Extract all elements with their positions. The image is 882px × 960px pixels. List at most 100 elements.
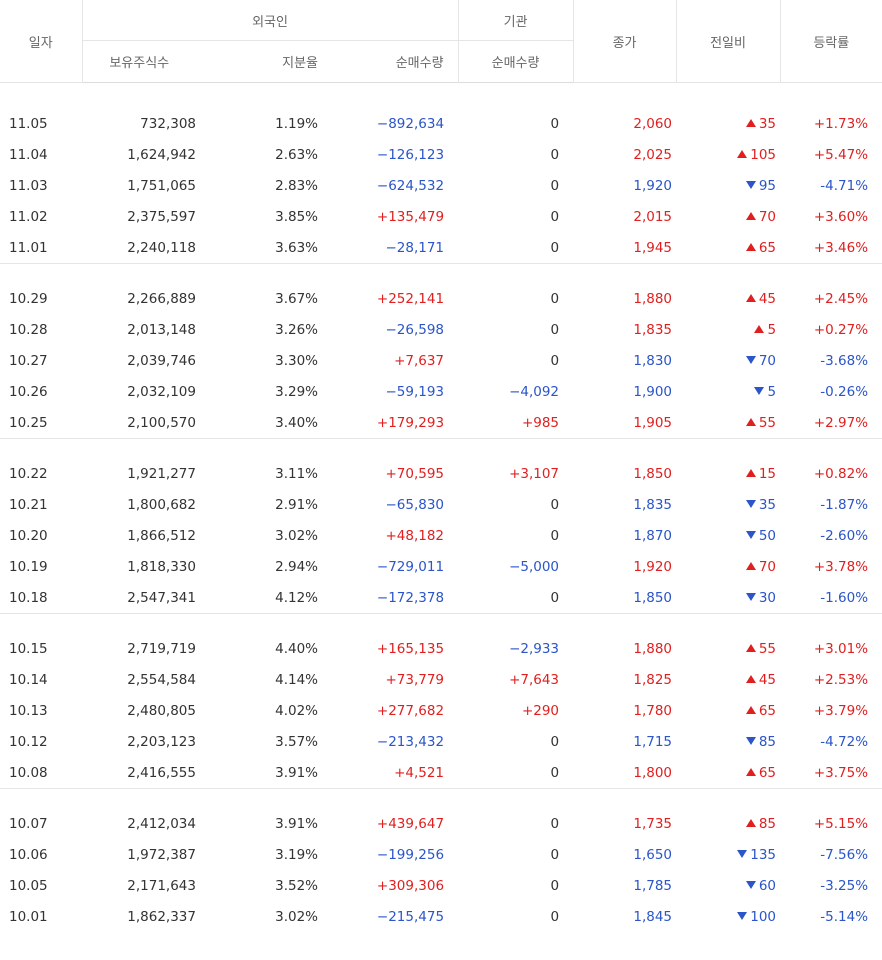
row-institution-net: 0	[550, 764, 560, 781]
row-share: 3.26%	[275, 321, 318, 338]
row-foreign-net: −126,123	[376, 146, 445, 163]
table-row: 10.29 2,266,889 3.67% +252,141 0 1,880 45 +2.45…	[0, 283, 882, 314]
row-close: 1,920	[633, 558, 673, 575]
row-date: 10.05	[9, 877, 48, 894]
row-share: 2.83%	[275, 177, 318, 194]
row-foreign-net: −59,193	[385, 383, 445, 400]
row-close: 1,835	[633, 496, 673, 513]
triangle-down-icon	[745, 355, 756, 364]
row-rate: +2.45%	[813, 290, 869, 307]
row-change-value: 15	[758, 465, 777, 482]
row-change-value: 45	[758, 671, 777, 688]
triangle-up-icon	[745, 211, 756, 220]
header-date: 일자	[0, 0, 82, 83]
table-row: 10.15 2,719,719 4.40% +165,135 −2,933 1,880 55…	[0, 633, 882, 664]
table-row: 10.07 2,412,034 3.91% +439,647 0 1,735 85 +5.15…	[0, 808, 882, 839]
row-foreign-net: +277,682	[376, 702, 445, 719]
row-share: 4.14%	[275, 671, 318, 688]
row-share: 4.12%	[275, 589, 318, 606]
row-institution-net: 0	[550, 321, 560, 338]
row-holdings: 2,266,889	[127, 290, 196, 307]
row-date: 11.04	[9, 146, 48, 163]
row-rate: -4.72%	[820, 733, 869, 750]
row-share: 3.63%	[275, 239, 318, 256]
row-share: 3.11%	[275, 465, 318, 482]
row-change: 65	[676, 757, 780, 789]
row-date: 10.28	[9, 321, 48, 338]
row-close: 1,920	[633, 177, 673, 194]
row-holdings: 1,800,682	[127, 496, 196, 513]
row-date: 10.01	[9, 908, 48, 925]
header-institution-net: 순매수량	[457, 40, 574, 83]
row-institution-net: 0	[550, 146, 560, 163]
row-change: 85	[676, 808, 780, 839]
row-holdings: 2,240,118	[127, 239, 196, 256]
row-holdings: 2,547,341	[127, 589, 196, 606]
table-row: 11.04 1,624,942 2.63% −126,123 0 2,025 105 +5.4…	[0, 139, 882, 170]
row-rate: +3.46%	[813, 239, 869, 256]
row-date: 10.21	[9, 496, 48, 513]
triangle-down-icon	[737, 911, 748, 920]
row-close: 1,830	[633, 352, 673, 369]
row-share: 3.40%	[275, 414, 318, 431]
row-rate: +5.15%	[813, 815, 869, 832]
row-date: 10.27	[9, 352, 48, 369]
row-date: 10.26	[9, 383, 48, 400]
triangle-down-icon	[745, 592, 756, 601]
row-close: 1,850	[633, 465, 673, 482]
row-foreign-net: +48,182	[385, 527, 445, 544]
row-date: 11.01	[9, 239, 48, 256]
row-holdings: 732,308	[140, 115, 196, 132]
row-foreign-net: +309,306	[376, 877, 445, 894]
row-date: 10.13	[9, 702, 48, 719]
row-institution-net: 0	[550, 177, 560, 194]
row-holdings: 1,818,330	[127, 558, 196, 575]
row-close: 1,900	[633, 383, 673, 400]
row-foreign-net: −199,256	[376, 846, 445, 863]
row-change-value: 100	[750, 908, 777, 925]
row-change: 35	[676, 489, 780, 520]
row-share: 3.02%	[275, 527, 318, 544]
row-change: 55	[676, 633, 780, 664]
header-change: 전일비	[675, 0, 781, 83]
row-share: 2.94%	[275, 558, 318, 575]
row-holdings: 2,480,805	[127, 702, 196, 719]
row-change: 135	[676, 839, 780, 870]
header-close: 종가	[572, 0, 677, 83]
row-share: 3.91%	[275, 764, 318, 781]
row-close: 2,025	[633, 146, 673, 163]
row-date: 10.19	[9, 558, 48, 575]
row-change: 35	[676, 108, 780, 139]
row-holdings: 1,866,512	[127, 527, 196, 544]
table-row: 10.28 2,013,148 3.26% −26,598 0 1,835 5 +0.27%	[0, 314, 882, 345]
row-change-value: 85	[758, 815, 777, 832]
table-row: 10.22 1,921,277 3.11% +70,595 +3,107 1,850 15 +…	[0, 458, 882, 489]
row-holdings: 1,862,337	[127, 908, 196, 925]
row-date: 10.20	[9, 527, 48, 544]
foreign-institution-trading-table: 일자 외국인 기관 종가 전일비 등락률 보유주식수 지분율 순매수량 순매수량…	[0, 0, 882, 932]
row-change-value: 70	[758, 352, 777, 369]
row-close: 1,880	[633, 640, 673, 657]
row-change: 65	[676, 232, 780, 264]
row-rate: -3.68%	[820, 352, 869, 369]
row-institution-net: 0	[550, 115, 560, 132]
row-change: 70	[676, 201, 780, 232]
row-foreign-net: −213,432	[376, 733, 445, 750]
row-share: 1.19%	[275, 115, 318, 132]
row-foreign-net: −215,475	[376, 908, 445, 925]
row-foreign-net: +70,595	[385, 465, 445, 482]
row-share: 3.30%	[275, 352, 318, 369]
row-institution-net: 0	[550, 496, 560, 513]
row-close: 2,015	[633, 208, 673, 225]
row-rate: +2.53%	[813, 671, 869, 688]
row-close: 1,735	[633, 815, 673, 832]
row-change: 55	[676, 407, 780, 439]
table-row: 10.01 1,862,337 3.02% −215,475 0 1,845 100 -5.1…	[0, 901, 882, 932]
triangle-up-icon	[745, 705, 756, 714]
row-rate: -2.60%	[820, 527, 869, 544]
triangle-up-icon	[745, 643, 756, 652]
triangle-up-icon	[745, 293, 756, 302]
row-foreign-net: −28,171	[385, 239, 445, 256]
row-date: 10.25	[9, 414, 48, 431]
row-institution-net: 0	[550, 352, 560, 369]
